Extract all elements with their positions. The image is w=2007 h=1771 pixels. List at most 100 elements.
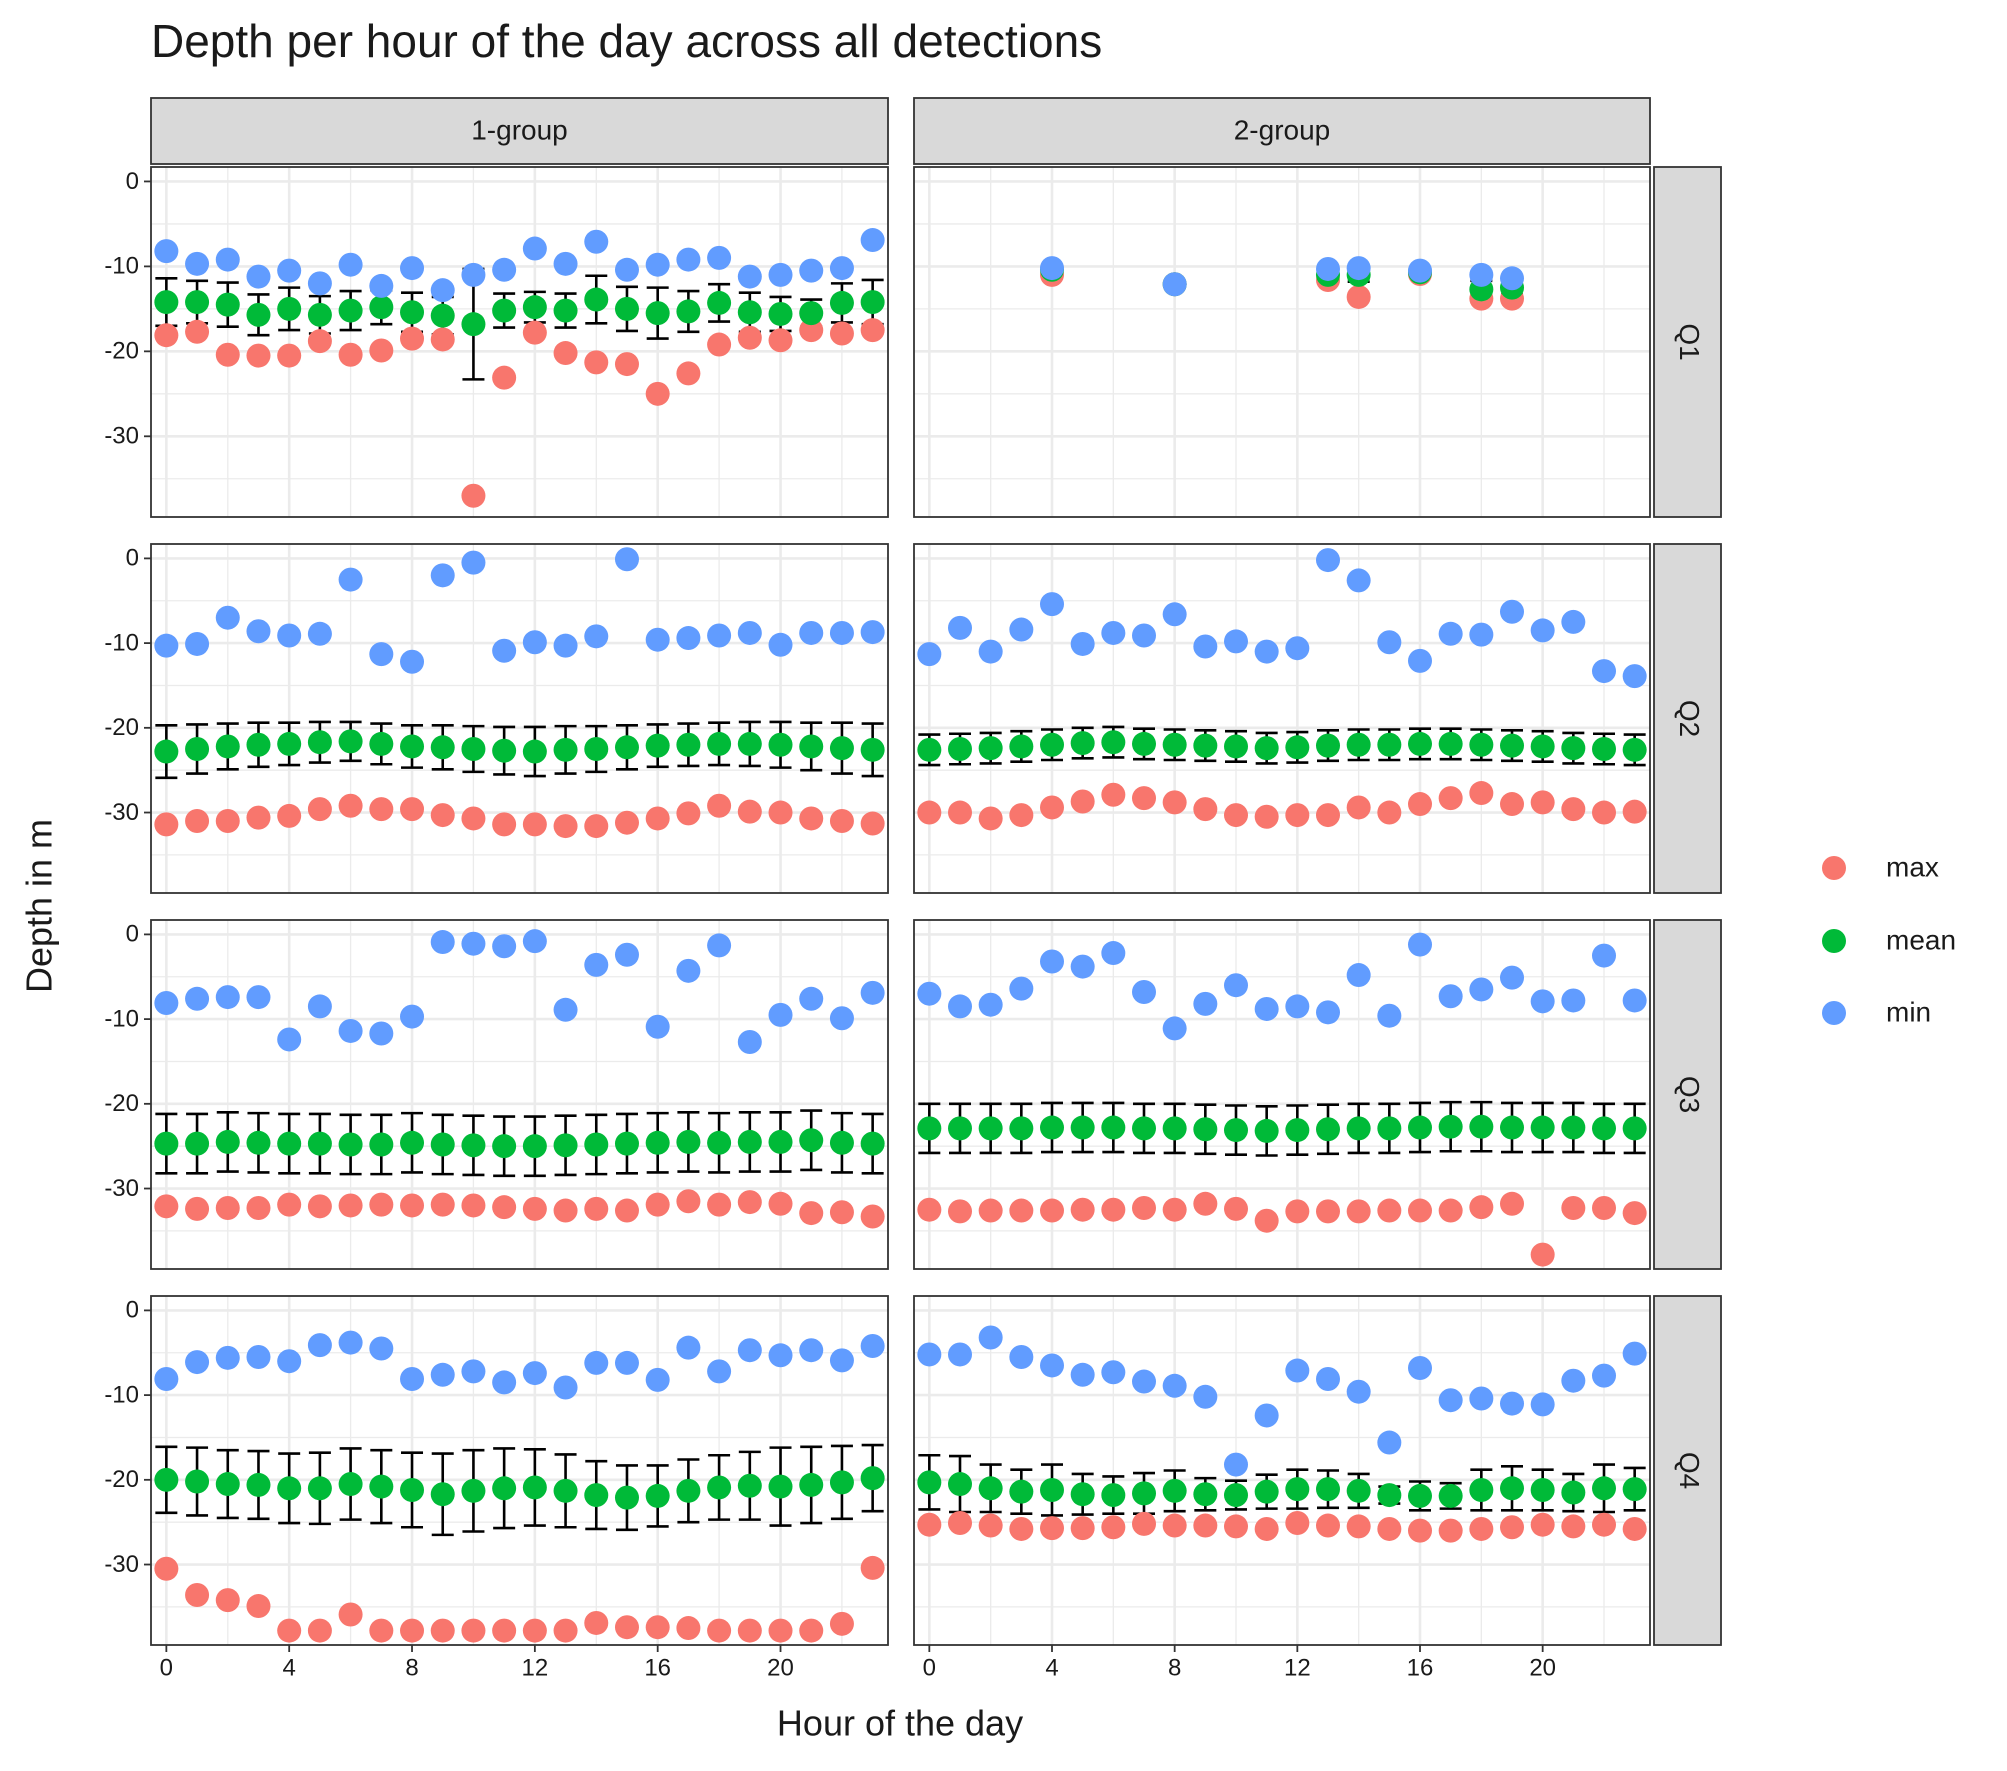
point [1438,621,1463,646]
panel-border [150,543,889,894]
point [1040,1198,1064,1223]
point [799,1128,824,1153]
point [1469,1386,1494,1411]
point [1530,1242,1555,1267]
point [860,811,885,836]
point [614,1485,639,1510]
point [614,735,639,760]
point [307,1476,332,1501]
x-tick-label: 8 [405,1654,418,1681]
point [522,812,547,837]
point [799,1338,824,1363]
point [369,1618,394,1643]
point [1438,1114,1463,1139]
point [799,1201,824,1226]
point [1070,789,1095,814]
point [185,1131,210,1156]
point [707,1192,732,1217]
point [430,563,455,588]
point [1162,602,1187,627]
point [1438,786,1463,811]
point [737,325,762,350]
point [799,986,824,1011]
point [1346,1116,1371,1141]
point [492,1618,517,1643]
point [1530,618,1555,643]
point [185,251,210,276]
point [860,1204,885,1229]
facet-strip-label: Q4 [1674,1452,1705,1489]
point [1622,1516,1647,1541]
point [1101,1115,1126,1140]
point [1530,1392,1555,1417]
point [645,733,670,758]
point [645,1615,670,1640]
point [1040,1516,1064,1541]
point [768,1191,793,1216]
point [1530,1115,1555,1140]
point [246,1130,271,1155]
point [1009,803,1034,828]
point [369,273,394,298]
point [522,1134,547,1159]
point [676,626,701,651]
point [277,296,302,321]
point [154,1467,179,1492]
point [1316,1117,1340,1142]
point [1530,989,1555,1014]
point [1285,1477,1310,1502]
point [584,1132,609,1157]
point [829,808,854,833]
point [1132,623,1156,648]
point [1070,731,1095,756]
point [1530,734,1555,759]
point [1500,792,1524,817]
point [1162,1116,1187,1141]
point [1469,732,1494,757]
point [645,1483,670,1508]
point [768,328,793,353]
point [400,1193,425,1218]
point [369,1132,394,1157]
point [676,1189,701,1214]
point [215,1129,240,1154]
point [400,300,425,325]
point [461,262,486,287]
point [1070,1362,1095,1387]
point [860,1555,885,1580]
point [1592,659,1616,684]
point [1040,795,1064,820]
point [737,1029,762,1054]
point [768,1474,793,1499]
point [768,1002,793,1027]
point [522,1196,547,1221]
point [1592,800,1616,825]
point [948,800,972,825]
panel-marks [917,548,1647,831]
point [1377,1198,1402,1223]
point [948,1472,972,1497]
point [1561,1480,1586,1505]
point [1346,1379,1371,1404]
point [215,808,240,833]
point [553,1133,578,1158]
point [369,338,394,363]
point [1469,1477,1494,1502]
point [978,639,1003,664]
point [645,627,670,652]
point [461,806,486,831]
point [338,1132,363,1157]
point [154,812,179,837]
point [553,1375,578,1400]
point [614,1615,639,1640]
point [768,1129,793,1154]
panel-marks [154,929,885,1229]
point [799,620,824,645]
point [1285,735,1310,760]
point [154,991,179,1016]
point [461,1359,486,1384]
point [1132,1196,1156,1221]
y-tick-label: 0 [126,921,139,948]
point [185,319,210,344]
point [829,1130,854,1155]
